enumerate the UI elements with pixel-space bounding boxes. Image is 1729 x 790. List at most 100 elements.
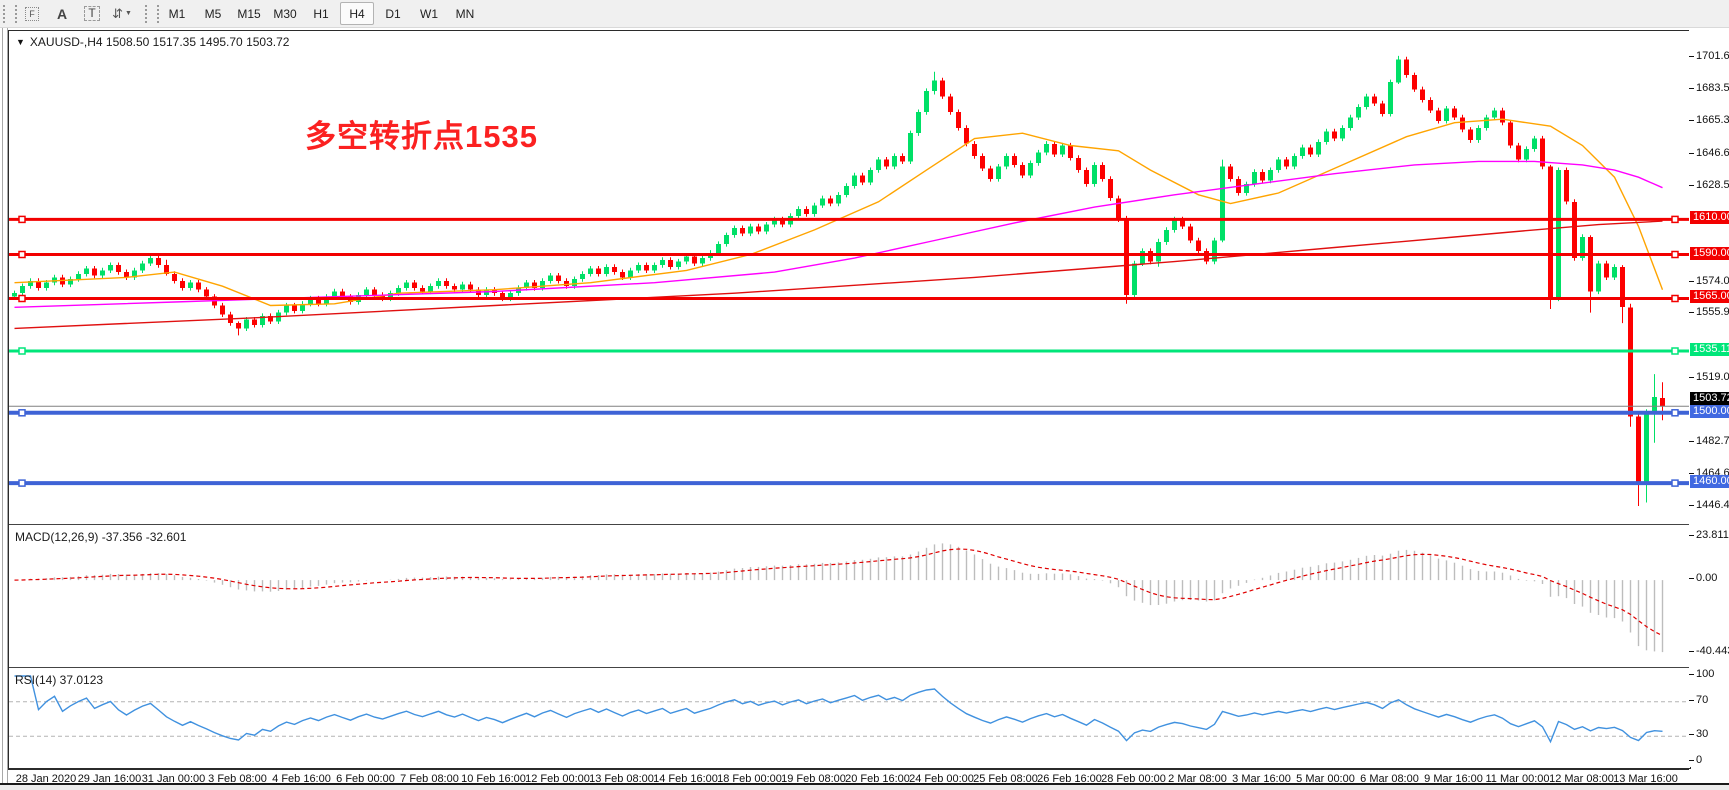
level-handle[interactable] <box>1671 479 1679 487</box>
candle-body <box>324 296 329 304</box>
candle-body <box>1324 131 1329 142</box>
level-handle[interactable] <box>1671 294 1679 303</box>
main-price-panel[interactable]: ▼ XAUUSD-,H4 1508.50 1517.35 1495.70 150… <box>9 31 1689 524</box>
candle-body <box>1300 147 1305 157</box>
timeframe-button-mn[interactable]: MN <box>455 6 475 21</box>
ma-fast-orange <box>14 118 1664 307</box>
candle-body <box>972 143 977 157</box>
arrows-icon[interactable]: ⇵ ▼ <box>108 2 136 25</box>
candle-body <box>220 305 225 315</box>
level-handle[interactable] <box>18 215 26 224</box>
candle-body <box>996 166 1001 179</box>
text-t-icon[interactable]: T <box>78 2 106 25</box>
candle-body <box>180 280 185 288</box>
chart-workspace: ▼ XAUUSD-,H4 1508.50 1517.35 1495.70 150… <box>0 28 1729 790</box>
candle-body <box>1212 240 1217 262</box>
timeframe-button-m1[interactable]: M1 <box>168 6 186 21</box>
candle-body <box>908 133 913 162</box>
time-tick-label: 24 Feb 00:00 <box>909 773 974 785</box>
candle-body <box>860 175 865 183</box>
price-tick-label: 1519.05 <box>1689 371 1729 383</box>
level-handle[interactable] <box>18 347 26 355</box>
candle-body <box>1580 237 1585 259</box>
candle-body <box>244 319 249 329</box>
candle-body <box>532 282 537 288</box>
level-price-label[interactable]: 1565.00 <box>1690 290 1729 304</box>
timeframe-button-h4[interactable]: H4 <box>340 2 374 25</box>
timeframe-button-m30[interactable]: M30 <box>273 6 297 21</box>
time-tick-label: 18 Feb 00:00 <box>717 773 782 785</box>
timeframe-button-d1[interactable]: D1 <box>385 6 401 21</box>
candle-body <box>1148 251 1153 262</box>
candle-body <box>620 272 625 278</box>
level-handle[interactable] <box>18 250 26 259</box>
level-handle[interactable] <box>18 479 26 487</box>
candle-body <box>868 170 873 183</box>
toolbar-grip[interactable] <box>3 4 17 23</box>
grid-f-icon[interactable]: F <box>18 2 46 25</box>
toolbar-grip-2[interactable] <box>145 4 159 23</box>
timeframe-button-m5[interactable]: M5 <box>204 6 222 21</box>
candle-body <box>1228 166 1233 179</box>
level-handle[interactable] <box>1671 215 1679 224</box>
price-axis[interactable]: 1701.65 1683.50 1665.35 1646.65 1628.50 1574.… <box>1689 30 1729 767</box>
level-price-label[interactable]: 1535.11 <box>1690 343 1729 357</box>
candle-body <box>828 198 833 204</box>
chart-annotation-text[interactable]: 多空转折点1535 <box>305 119 538 154</box>
candle-body <box>268 316 273 322</box>
level-handle[interactable] <box>18 294 26 303</box>
time-tick-label: 6 Feb 00:00 <box>336 773 395 785</box>
candle-body <box>956 112 961 128</box>
timeframe-button-m15[interactable]: M15 <box>237 6 261 21</box>
candle-body <box>172 273 177 281</box>
candle-body <box>340 291 345 297</box>
candle-body <box>332 291 337 297</box>
level-price-label[interactable]: 1500.00 <box>1690 404 1729 418</box>
candle-body <box>692 256 697 264</box>
candle-body <box>892 156 897 167</box>
level-handle[interactable] <box>1671 250 1679 259</box>
axis-tick-mark <box>1689 312 1694 314</box>
level-price-label[interactable]: 1460.00 <box>1690 475 1729 489</box>
axis-tick-mark <box>1689 504 1694 506</box>
candle-body <box>644 265 649 271</box>
candle-body <box>188 282 193 288</box>
candle-body <box>404 282 409 288</box>
current-price-label[interactable]: 1503.72 <box>1690 392 1729 406</box>
level-price-label[interactable]: 1590.00 <box>1690 246 1729 260</box>
text-a-icon[interactable]: A <box>48 2 76 25</box>
candle-body <box>1500 110 1505 123</box>
candle-body <box>1564 170 1569 202</box>
candle-body <box>1340 127 1345 139</box>
axis-tick-mark <box>1689 473 1694 475</box>
timeframe-button-h1[interactable]: H1 <box>313 6 329 21</box>
candle-body <box>676 261 681 267</box>
candle-body <box>684 256 689 262</box>
rsi-panel[interactable]: RSI(14) 37.0123 <box>9 670 1689 766</box>
time-tick-label: 3 Feb 08:00 <box>208 773 267 785</box>
timeframe-button-w1[interactable]: W1 <box>420 6 438 21</box>
candle-body <box>844 186 849 195</box>
time-tick-label: 29 Jan 16:00 <box>77 773 142 785</box>
candle-body <box>300 303 305 311</box>
macd-signal-line <box>14 548 1663 637</box>
rsi-tick-label: 100 <box>1689 668 1714 680</box>
candlestick-chart[interactable] <box>9 31 1689 524</box>
candle-body <box>884 159 889 167</box>
level-handle[interactable] <box>1671 409 1679 417</box>
candle-body <box>612 266 617 273</box>
candle-body <box>1084 170 1089 185</box>
candle-body <box>308 298 313 304</box>
time-tick-label: 26 Feb 16:00 <box>1037 773 1102 785</box>
time-tick-label: 9 Mar 16:00 <box>1424 773 1483 785</box>
candle-body <box>436 280 441 287</box>
level-handle[interactable] <box>1671 347 1679 355</box>
candle-body <box>1420 89 1425 100</box>
level-price-label[interactable]: 1610.00 <box>1690 211 1729 225</box>
candle-body <box>196 282 201 290</box>
candle-body <box>396 287 401 294</box>
level-handle[interactable] <box>18 409 26 417</box>
macd-panel[interactable]: MACD(12,26,9) -37.356 -32.601 <box>9 527 1689 667</box>
candle-body <box>772 219 777 225</box>
